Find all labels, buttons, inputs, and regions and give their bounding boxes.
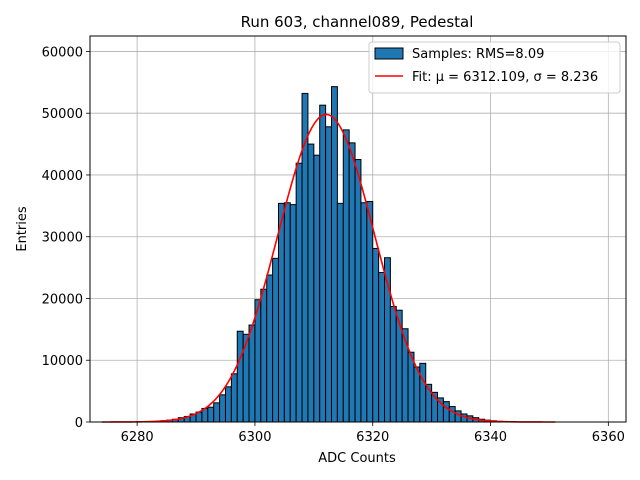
y-tick-label: 30000: [42, 231, 83, 246]
histogram-bar: [372, 247, 380, 423]
histogram-bar: [289, 204, 297, 423]
y-tick-label: 60000: [42, 45, 83, 60]
histogram-bar: [254, 299, 262, 423]
y-tick-label: 40000: [42, 169, 83, 184]
histogram-bar: [260, 288, 268, 423]
y-tick-label: 0: [75, 416, 83, 431]
histogram-bar: [230, 373, 238, 423]
plot-frame: [89, 35, 627, 423]
histogram-bar: [336, 202, 344, 423]
histogram-bar: [360, 202, 368, 423]
histogram-bar: [283, 202, 291, 423]
legend: Samples: RMS=8.09 Fit: μ = 6312.109, σ =…: [368, 41, 621, 94]
histogram-bar: [277, 202, 285, 423]
x-axis-label: ADC Counts: [318, 451, 396, 466]
x-tick-label: 6320: [356, 430, 389, 445]
histogram-bar: [366, 201, 374, 423]
histogram-bar: [413, 366, 421, 423]
y-tick-label: 20000: [42, 292, 83, 307]
gaussian-fit-line: [101, 113, 556, 423]
histogram-bar: [207, 406, 215, 423]
x-tick-label: 6300: [238, 430, 271, 445]
histogram-bar: [378, 272, 386, 423]
legend-hist-swatch: [374, 47, 404, 60]
histogram-bar: [330, 86, 338, 423]
histogram-bar: [248, 324, 256, 423]
histogram-bar: [272, 257, 279, 423]
legend-fit-label: Fit: μ = 6312.109, σ = 8.236: [412, 70, 598, 85]
histogram-bar: [348, 142, 356, 423]
x-tick-label: 6360: [592, 430, 625, 445]
histogram-bar: [342, 129, 350, 423]
histogram-bar: [219, 394, 226, 423]
histogram-bar: [407, 351, 415, 423]
histogram-bar: [325, 126, 332, 423]
y-axis-label: Entries: [15, 206, 30, 252]
histogram-bar: [295, 162, 303, 423]
chart-title: Run 603, channel089, Pedestal: [241, 13, 474, 31]
histogram-bar: [401, 328, 409, 423]
y-axis-ticks: 0 10000 20000 30000 40000 50000 60000: [42, 45, 90, 431]
y-tick-label: 50000: [42, 107, 83, 122]
x-tick-label: 6280: [121, 430, 154, 445]
histogram-bar: [389, 306, 397, 423]
histogram-bar: [354, 159, 362, 423]
histogram-bar: [419, 362, 427, 423]
histogram-bar: [266, 274, 274, 423]
histogram-bar: [213, 402, 221, 423]
x-tick-label: 6340: [474, 430, 507, 445]
histogram-bar: [313, 154, 321, 423]
histogram-bar: [448, 406, 456, 423]
histogram-bar: [224, 386, 232, 423]
legend-box: [368, 41, 621, 94]
histogram-bar: [319, 104, 327, 423]
histogram-bar: [307, 143, 315, 423]
y-tick-label: 10000: [42, 354, 83, 369]
histogram-bar: [442, 401, 450, 423]
x-axis-ticks: 6280 6300 6320 6340 6360: [121, 422, 625, 445]
histogram-bar: [236, 330, 244, 423]
legend-hist-label: Samples: RMS=8.09: [412, 47, 544, 62]
